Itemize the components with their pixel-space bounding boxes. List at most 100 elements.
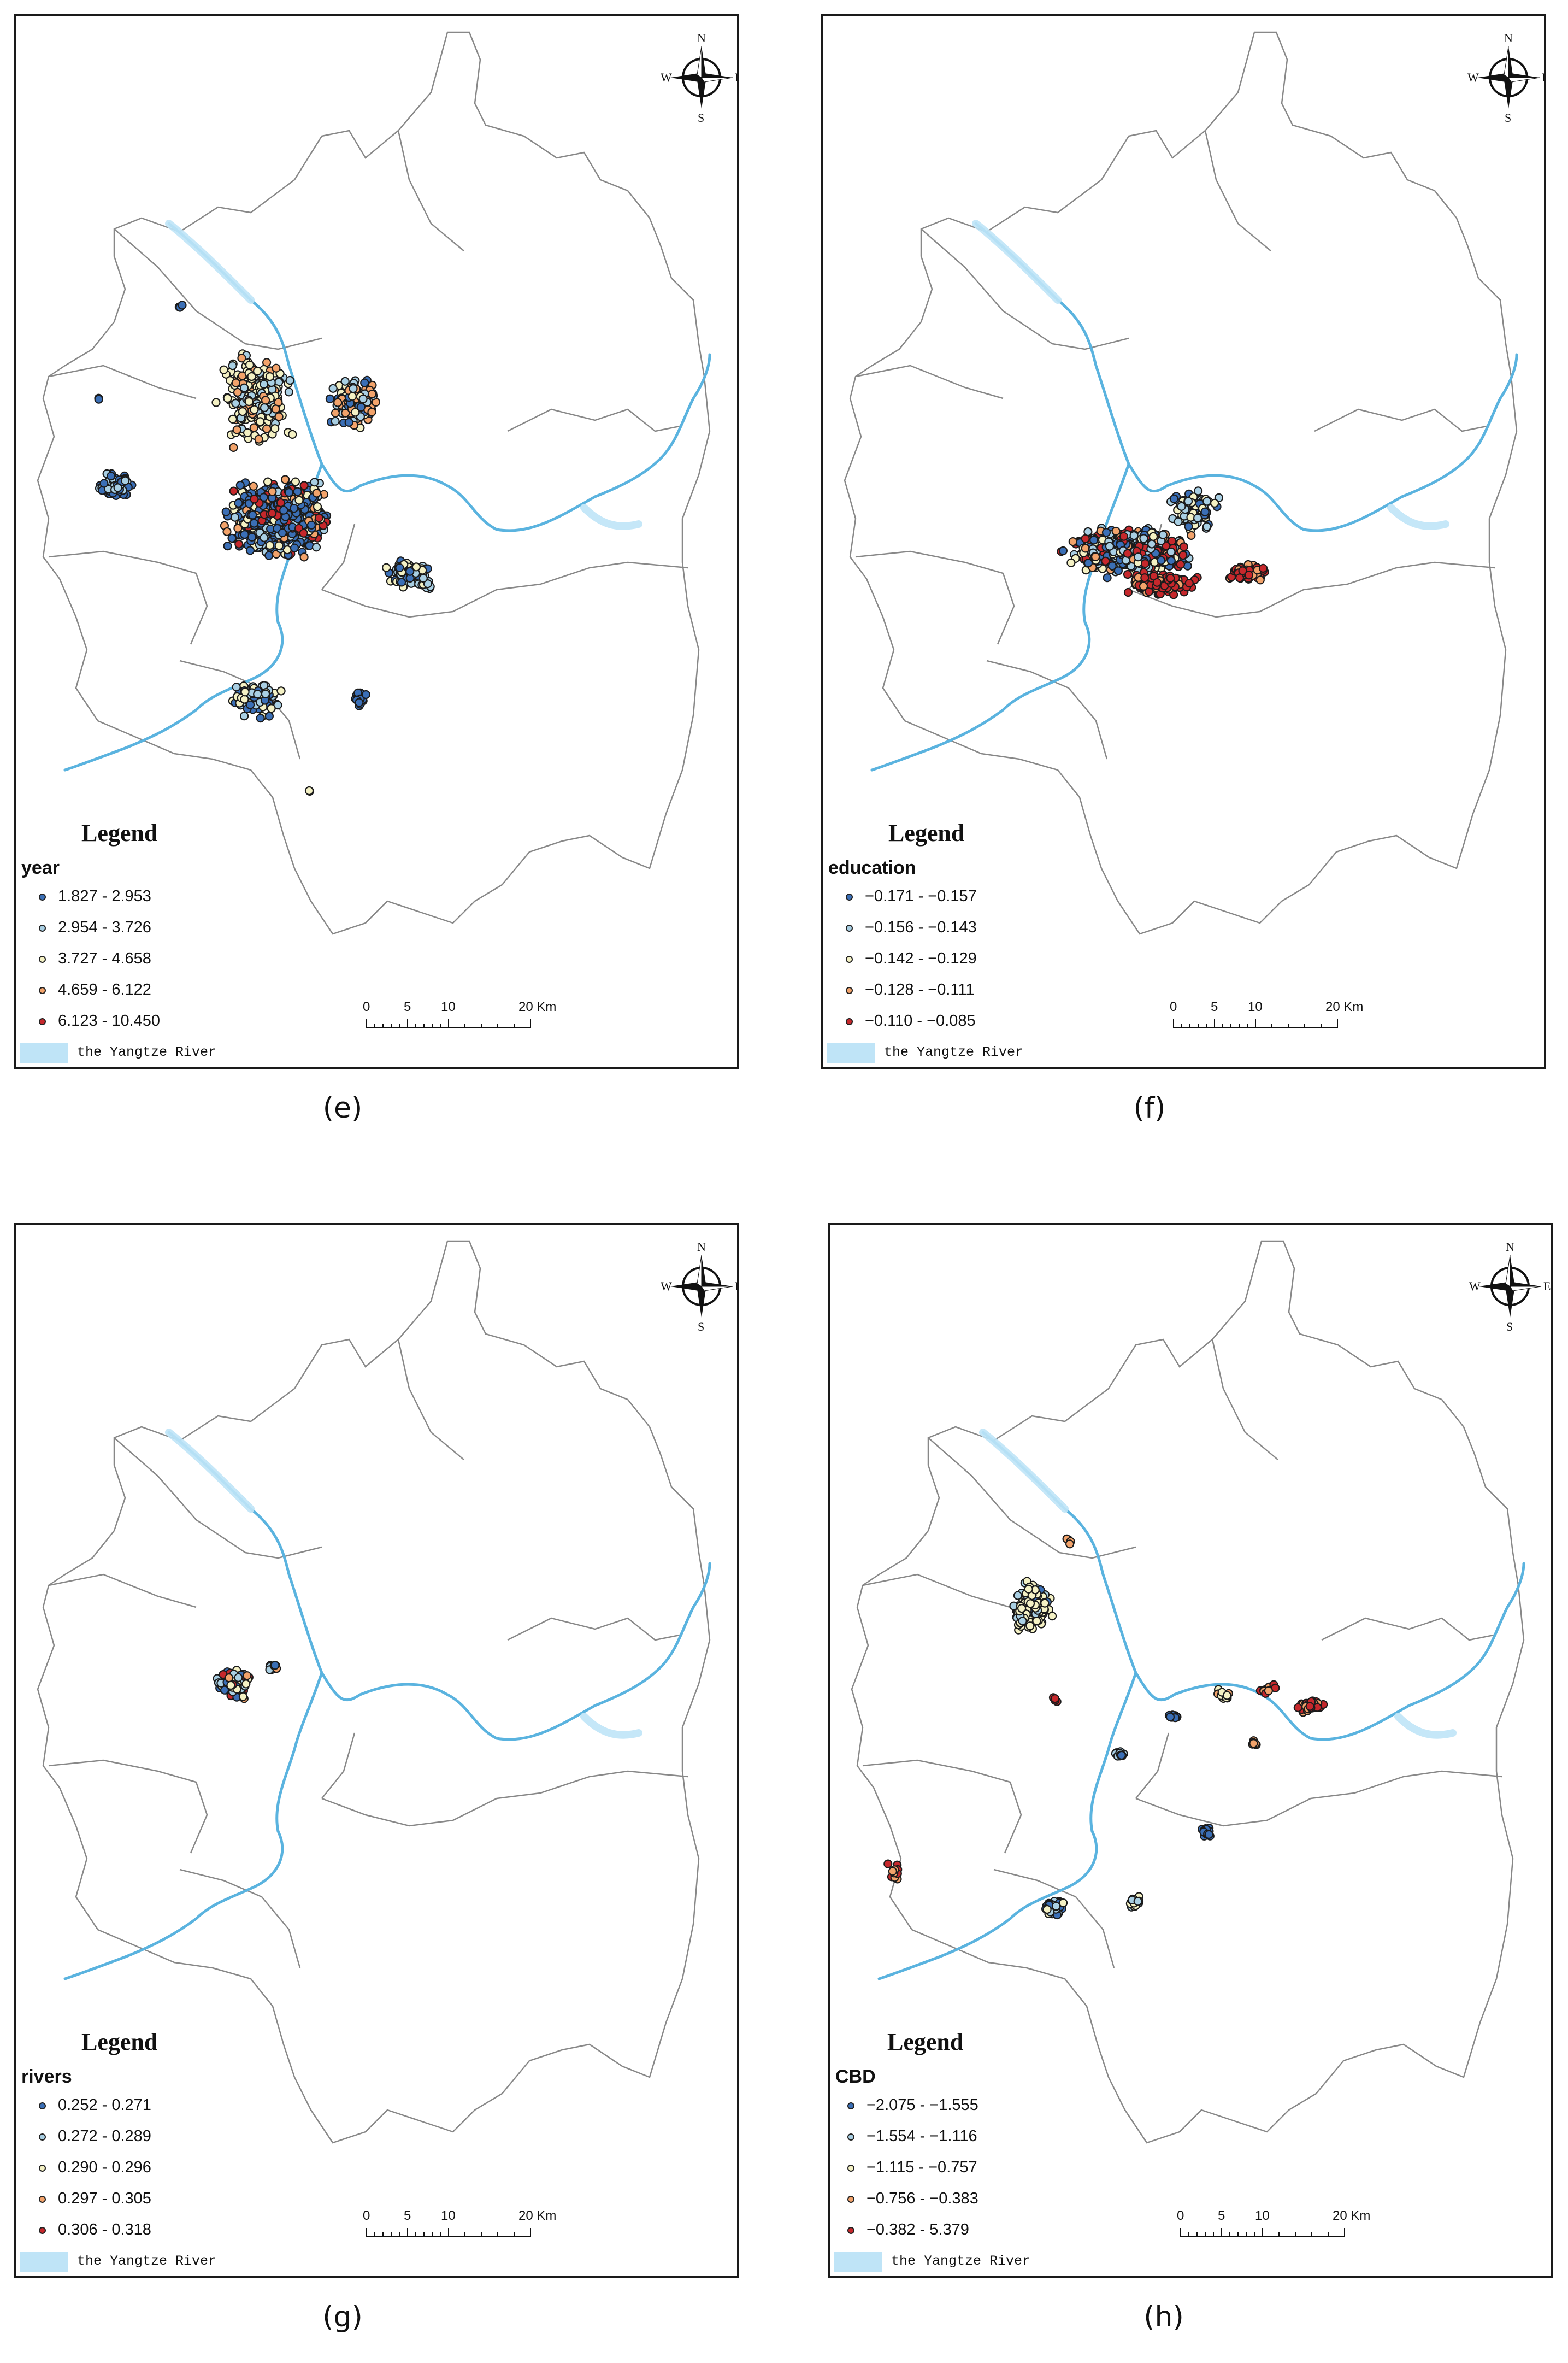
map-point xyxy=(260,403,269,413)
scale-label-20: 20 Km xyxy=(518,2208,557,2223)
map-point xyxy=(256,417,265,426)
map-point xyxy=(349,384,358,393)
map-point xyxy=(341,408,350,418)
class-4-label: −0.128 - −0.111 xyxy=(865,981,975,998)
map-point xyxy=(253,690,262,699)
map-point xyxy=(1139,534,1148,543)
river-swatch xyxy=(20,2252,68,2272)
map-panel-h: N S W E Legend CBD −2.075 - −1.555 −1.55… xyxy=(828,1223,1553,2278)
map-point xyxy=(1238,566,1247,575)
map-point xyxy=(1264,1686,1274,1696)
map-point xyxy=(1059,1898,1068,1908)
map-point xyxy=(883,1859,893,1868)
map-point xyxy=(264,712,274,721)
scale-label-20: 20 Km xyxy=(1333,2208,1371,2223)
class-3-label: −1.115 - −0.757 xyxy=(866,2159,977,2176)
map-point xyxy=(1123,587,1133,597)
map-point xyxy=(234,498,243,508)
map-point xyxy=(1091,552,1100,562)
map-point xyxy=(1187,531,1196,540)
map-point xyxy=(1052,1901,1061,1911)
map-point xyxy=(1166,573,1175,583)
map-point xyxy=(247,532,257,542)
class-3-dot xyxy=(39,955,46,963)
map-point xyxy=(235,480,245,490)
map-point xyxy=(888,1867,898,1876)
map-point xyxy=(1174,517,1183,526)
map-point xyxy=(1176,560,1186,569)
map-point xyxy=(1204,1830,1213,1839)
legend-class-5: 6.123 - 10.450 xyxy=(39,1012,160,1030)
map-point xyxy=(240,530,249,539)
map-point xyxy=(270,424,280,433)
scale-bar: 0 5 10 20 Km xyxy=(1174,2208,1370,2241)
map-point xyxy=(1018,1617,1027,1626)
map-point xyxy=(254,434,263,444)
map-point xyxy=(1107,561,1117,571)
map-point xyxy=(1111,526,1121,536)
legend-class-4: −0.128 - −0.111 xyxy=(846,981,974,999)
class-3-dot xyxy=(847,2164,854,2172)
compass-w-label: W xyxy=(661,70,672,84)
map-point xyxy=(333,398,343,407)
map-point xyxy=(1140,559,1150,568)
points-layer-f xyxy=(1057,486,1269,599)
legend-class-2: 2.954 - 3.726 xyxy=(39,919,151,937)
map-point xyxy=(284,487,294,497)
map-point xyxy=(312,489,321,498)
scale-label-0: 0 xyxy=(363,2208,370,2223)
scale-label-20: 20 Km xyxy=(518,1000,557,1014)
map-canvas-h xyxy=(851,1240,1525,2144)
compass-w-label: W xyxy=(1467,70,1479,84)
map-point xyxy=(211,398,221,407)
map-point xyxy=(1222,1691,1232,1700)
legend-class-1: −0.171 - −0.157 xyxy=(846,887,977,906)
legend-field-name: rivers xyxy=(21,2066,72,2087)
class-4-label: 0.297 - 0.305 xyxy=(58,2190,151,2207)
map-point xyxy=(232,425,241,434)
map-point xyxy=(1065,1539,1075,1549)
map-point xyxy=(107,472,116,481)
class-2-dot xyxy=(39,2133,46,2141)
map-point xyxy=(232,683,241,692)
scale-label-5: 5 xyxy=(1218,2208,1225,2223)
map-point xyxy=(299,481,309,490)
class-1-label: −0.171 - −0.157 xyxy=(865,887,977,905)
map-point xyxy=(367,407,376,417)
compass-s-label: S xyxy=(1505,111,1512,125)
legend-field-name: CBD xyxy=(835,2066,876,2087)
scale-label-10: 10 xyxy=(441,2208,456,2223)
map-point xyxy=(240,712,249,721)
map-point xyxy=(1040,1598,1050,1608)
class-5-label: 6.123 - 10.450 xyxy=(58,1012,161,1030)
map-point xyxy=(355,698,364,707)
map-point xyxy=(325,394,335,404)
points-layer-e xyxy=(94,301,435,796)
map-point xyxy=(94,395,103,404)
legend-title: Legend xyxy=(888,820,965,847)
class-5-dot xyxy=(846,1018,853,1025)
map-point xyxy=(261,396,270,405)
map-point xyxy=(1113,566,1123,575)
compass-rose-g: N S W E xyxy=(661,1240,737,1333)
map-point xyxy=(1024,1584,1033,1594)
map-point xyxy=(1158,530,1168,539)
class-1-dot xyxy=(846,893,853,901)
map-point xyxy=(260,533,269,542)
map-point xyxy=(328,384,338,393)
class-5-label: −0.382 - 5.379 xyxy=(866,2221,969,2238)
map-point xyxy=(331,408,340,418)
scale-label-5: 5 xyxy=(404,2208,411,2223)
class-4-label: 4.659 - 6.122 xyxy=(58,981,151,998)
map-point xyxy=(1165,1712,1175,1721)
river-swatch xyxy=(834,2252,882,2272)
class-5-dot xyxy=(39,2226,46,2234)
map-point xyxy=(1119,532,1129,541)
compass-e-label: E xyxy=(1543,1279,1551,1293)
points-layer-g xyxy=(213,1661,281,1703)
map-point xyxy=(1025,1621,1035,1631)
map-point xyxy=(1258,563,1268,573)
class-4-dot xyxy=(846,986,853,994)
map-point xyxy=(418,573,428,583)
compass-rose-f: N S W E xyxy=(1467,31,1544,125)
